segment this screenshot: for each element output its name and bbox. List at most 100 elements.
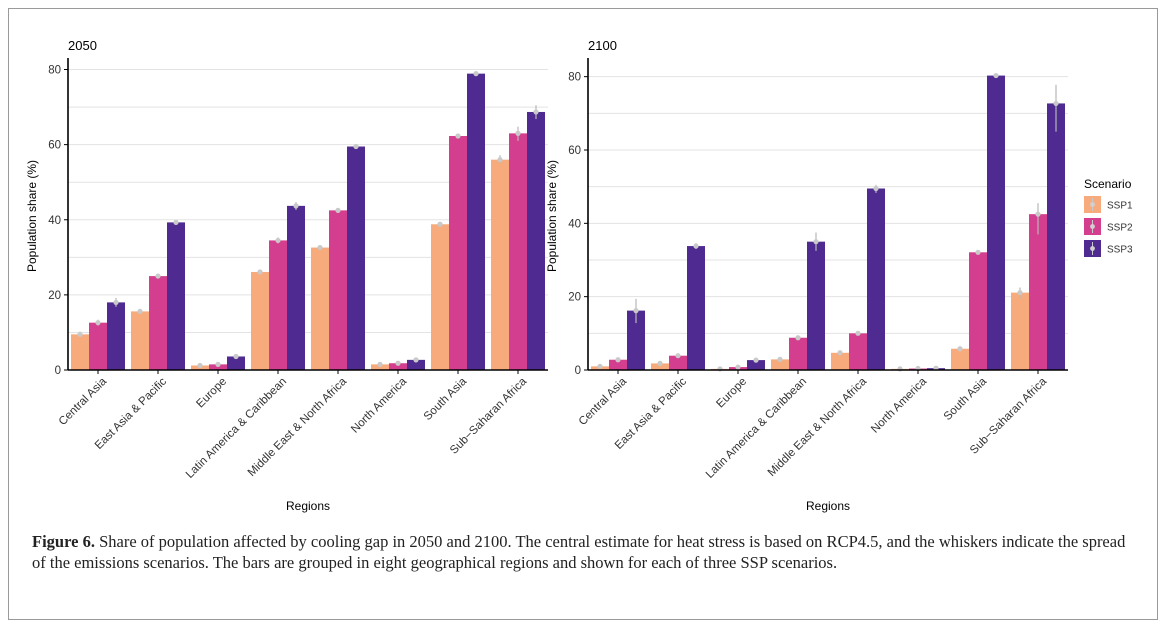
bar-latin-america-caribbean-ssp1: [251, 271, 269, 370]
point-south-asia-ssp2: [455, 133, 461, 139]
bar-east-asia-pacific-ssp1: [131, 311, 149, 370]
bar-north-america-ssp3: [407, 359, 425, 370]
x-tick-label-central-asia: Central Asia: [57, 375, 110, 428]
point-east-asia-pacific-ssp2: [675, 353, 681, 359]
bar-central-asia-ssp3: [107, 302, 125, 370]
y-tick-label: 20: [568, 292, 581, 304]
bar-north-america-ssp1: [371, 364, 389, 370]
point-europe-ssp3: [753, 357, 759, 363]
point-latin-america-caribbean-ssp1: [257, 269, 263, 275]
bar-central-asia-ssp1: [71, 334, 89, 370]
figure-caption: Figure 6. Share of population affected b…: [32, 531, 1142, 573]
y-axis-label: Population share (%): [25, 160, 39, 272]
legend: Scenario SSP1 SSP2 SSP3: [1084, 177, 1133, 257]
bar-sub-saharan-africa-ssp3: [527, 111, 545, 370]
point-europe-ssp1: [197, 362, 203, 369]
legend-title: Scenario: [1084, 177, 1132, 191]
bar-south-asia-ssp1: [431, 224, 449, 370]
point-south-asia-ssp1: [437, 221, 443, 227]
point-sub-saharan-africa-ssp3: [1053, 100, 1059, 107]
point-latin-america-caribbean-ssp3: [813, 239, 819, 245]
legend-label-ssp3: SSP3: [1107, 245, 1133, 256]
bar-latin-america-caribbean-ssp3: [807, 241, 825, 370]
point-central-asia-ssp2: [95, 320, 101, 326]
point-middle-east-north-africa-ssp1: [317, 244, 323, 251]
bar-sub-saharan-africa-ssp2: [509, 133, 527, 370]
bar-east-asia-pacific-ssp3: [167, 222, 185, 370]
y-tick-label: 0: [575, 365, 581, 377]
point-middle-east-north-africa-ssp1: [837, 350, 843, 356]
y-tick-label: 40: [568, 218, 581, 230]
point-sub-saharan-africa-ssp2: [1035, 211, 1041, 217]
point-middle-east-north-africa-ssp2: [855, 330, 861, 336]
bar-east-asia-pacific-ssp2: [669, 355, 687, 370]
legend-point-icon: [1090, 224, 1095, 229]
bar-europe-ssp3: [747, 360, 765, 370]
point-east-asia-pacific-ssp1: [657, 360, 663, 366]
caption-label: Figure 6.: [32, 532, 95, 551]
point-latin-america-caribbean-ssp2: [795, 335, 801, 341]
bar-central-asia-ssp2: [89, 322, 107, 370]
point-middle-east-north-africa-ssp2: [335, 207, 341, 213]
bar-latin-america-caribbean-ssp1: [771, 359, 789, 370]
y-tick-label: 80: [48, 65, 61, 77]
y-tick-label: 20: [48, 290, 61, 302]
x-tick-label-europe: Europe: [714, 376, 749, 411]
bar-latin-america-caribbean-ssp3: [287, 205, 305, 370]
bar-europe-ssp3: [227, 356, 245, 370]
point-sub-saharan-africa-ssp1: [1017, 290, 1023, 296]
y-tick-label: 60: [568, 145, 581, 157]
x-axis-label: Regions: [286, 499, 330, 513]
point-east-asia-pacific-ssp1: [137, 308, 143, 315]
point-central-asia-ssp1: [77, 331, 83, 337]
x-tick-label-europe: Europe: [194, 376, 229, 411]
chart-title: 2050: [68, 38, 97, 53]
y-tick-label: 60: [48, 140, 61, 152]
bar-middle-east-north-africa-ssp3: [867, 188, 885, 370]
point-south-asia-ssp2: [975, 249, 981, 255]
point-east-asia-pacific-ssp2: [155, 273, 161, 279]
x-tick-label-south-asia: South Asia: [422, 375, 470, 423]
point-sub-saharan-africa-ssp1: [497, 157, 503, 163]
legend-label-ssp1: SSP1: [1107, 201, 1133, 212]
caption-text: Share of population affected by cooling …: [32, 532, 1126, 572]
legend-label-ssp2: SSP2: [1107, 223, 1133, 234]
point-middle-east-north-africa-ssp3: [353, 143, 359, 150]
bar-sub-saharan-africa-ssp1: [491, 159, 509, 370]
bar-sub-saharan-africa-ssp2: [1029, 214, 1047, 370]
bar-south-asia-ssp3: [467, 73, 485, 370]
x-tick-label-north-america: North America: [349, 375, 409, 435]
y-tick-label: 80: [568, 72, 581, 84]
bar-east-asia-pacific-ssp1: [651, 363, 669, 370]
bar-middle-east-north-africa-ssp1: [831, 352, 849, 370]
x-tick-label-latin-america-caribbean: Latin America & Caribbean: [184, 376, 289, 481]
x-tick-label-north-america: North America: [869, 375, 929, 435]
x-axis-label: Regions: [806, 499, 850, 513]
bar-middle-east-north-africa-ssp2: [329, 210, 347, 370]
bar-south-asia-ssp3: [987, 75, 1005, 371]
point-east-asia-pacific-ssp3: [173, 219, 179, 225]
x-tick-label-latin-america-caribbean: Latin America & Caribbean: [704, 376, 809, 481]
bar-middle-east-north-africa-ssp2: [849, 333, 867, 370]
point-europe-ssp2: [215, 361, 221, 367]
point-latin-america-caribbean-ssp1: [777, 356, 783, 362]
point-latin-america-caribbean-ssp2: [275, 237, 281, 244]
bar-sub-saharan-africa-ssp3: [1047, 103, 1065, 370]
point-latin-america-caribbean-ssp3: [293, 203, 299, 209]
bar-sub-saharan-africa-ssp1: [1011, 292, 1029, 370]
legend-point-icon: [1090, 202, 1095, 207]
chart-title: 2100: [588, 38, 617, 53]
bar-south-asia-ssp2: [969, 252, 987, 370]
x-tick-label-central-asia: Central Asia: [577, 375, 630, 428]
point-central-asia-ssp2: [615, 357, 621, 363]
legend-point-icon: [1090, 246, 1095, 251]
point-sub-saharan-africa-ssp3: [533, 109, 539, 115]
point-south-asia-ssp3: [473, 71, 479, 77]
point-north-america-ssp2: [395, 360, 401, 366]
point-south-asia-ssp3: [993, 72, 999, 79]
bar-east-asia-pacific-ssp2: [149, 276, 167, 370]
bar-central-asia-ssp2: [609, 359, 627, 370]
